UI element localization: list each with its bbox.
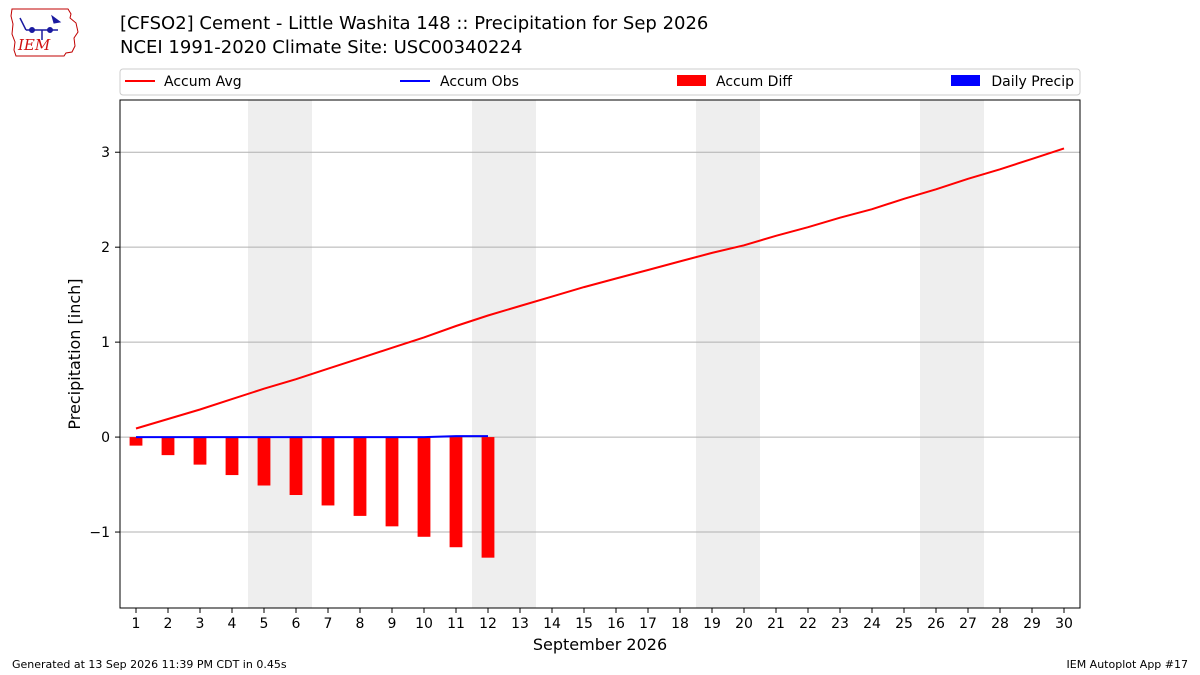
- x-tick-label: 2: [164, 616, 173, 632]
- accum-diff-bar-5: [257, 437, 271, 486]
- accum-diff-bar-11: [449, 437, 463, 548]
- x-tick-label: 20: [735, 616, 753, 632]
- accum-diff-bar-9: [385, 437, 399, 527]
- generated-timestamp: Generated at 13 Sep 2026 11:39 PM CDT in…: [12, 658, 287, 671]
- legend-label-daily-precip: Daily Precip: [991, 74, 1074, 90]
- accum-diff-bars: [129, 436, 495, 558]
- x-tick-label: 21: [767, 616, 785, 632]
- chart-title: [CFSO2] Cement - Little Washita 148 :: P…: [120, 13, 709, 34]
- accum-diff-bar-3: [193, 437, 207, 465]
- accum-avg-line: [135, 147, 1065, 430]
- accum-diff-bar-10: [417, 437, 431, 537]
- x-tick-label: 24: [863, 616, 881, 632]
- x-tick-label: 23: [831, 616, 849, 632]
- x-tick-label: 26: [927, 616, 945, 632]
- y-tick-label: −1: [89, 525, 110, 541]
- accum-diff-bar-12: [481, 437, 495, 558]
- weekend-shade-3: [696, 100, 760, 608]
- app-label: IEM Autoplot App #17: [1066, 658, 1189, 671]
- weather-station-icon: [19, 14, 62, 40]
- x-tick-label: 15: [575, 616, 593, 632]
- x-axis-label: September 2026: [533, 635, 667, 654]
- x-tick-label: 19: [703, 616, 721, 632]
- accum-diff-bar-1: [129, 437, 143, 446]
- legend-box: [119, 68, 1081, 96]
- accum-diff-bar-8: [353, 437, 367, 516]
- iem-logo: IEM: [10, 8, 79, 57]
- y-tick-label: 1: [101, 335, 110, 351]
- x-tick-label: 6: [292, 616, 301, 632]
- legend-swatch-accum-diff: [677, 75, 706, 86]
- weekend-shade-1: [248, 100, 312, 608]
- accum-diff-bar-2: [161, 437, 175, 456]
- legend-swatch-daily-precip: [951, 75, 980, 86]
- accum-diff-bar-4: [225, 437, 239, 476]
- x-tick-label: 28: [991, 616, 1009, 632]
- x-tick-label: 10: [415, 616, 433, 632]
- x-tick-label: 11: [447, 616, 465, 632]
- x-tick-label: 29: [1023, 616, 1041, 632]
- x-tick-label: 17: [639, 616, 657, 632]
- series-lines: [135, 147, 1065, 439]
- x-tick-label: 9: [388, 616, 397, 632]
- x-tick-label: 5: [260, 616, 269, 632]
- accum-diff-bar-6: [289, 437, 303, 496]
- y-axis-label: Precipitation [inch]: [65, 278, 84, 429]
- x-tick-label: 18: [671, 616, 689, 632]
- x-tick-label: 30: [1055, 616, 1073, 632]
- chart-subtitle: NCEI 1991-2020 Climate Site: USC00340224: [120, 37, 523, 58]
- legend-label-accum-avg: Accum Avg: [164, 74, 242, 90]
- x-tick-label: 8: [356, 616, 365, 632]
- x-tick-label: 27: [959, 616, 977, 632]
- x-tick-label: 12: [479, 616, 497, 632]
- legend: Accum Avg Accum Obs Accum Diff Daily Precip: [119, 68, 1081, 96]
- legend-label-accum-diff: Accum Diff: [716, 74, 792, 90]
- x-tick-label: 4: [228, 616, 237, 632]
- x-tick-label: 13: [511, 616, 529, 632]
- x-tick-label: 3: [196, 616, 205, 632]
- x-tick-label: 16: [607, 616, 625, 632]
- accum-obs-line: [136, 435, 488, 439]
- x-tick-label: 7: [324, 616, 333, 632]
- y-tick-label: 0: [101, 430, 110, 446]
- x-tick-label: 25: [895, 616, 913, 632]
- iowa-outline-icon: [10, 8, 79, 57]
- x-tick-label: 22: [799, 616, 817, 632]
- logo-text: IEM: [17, 36, 51, 54]
- weekend-shading: [248, 100, 984, 608]
- y-tick-label: 2: [101, 240, 110, 256]
- x-tick-label: 1: [132, 616, 141, 632]
- plot-frame: [119, 99, 1081, 609]
- x-tick-label: 14: [543, 616, 561, 632]
- legend-label-accum-obs: Accum Obs: [440, 74, 519, 90]
- y-tick-label: 3: [101, 145, 110, 161]
- accum-diff-bar-7: [321, 437, 335, 506]
